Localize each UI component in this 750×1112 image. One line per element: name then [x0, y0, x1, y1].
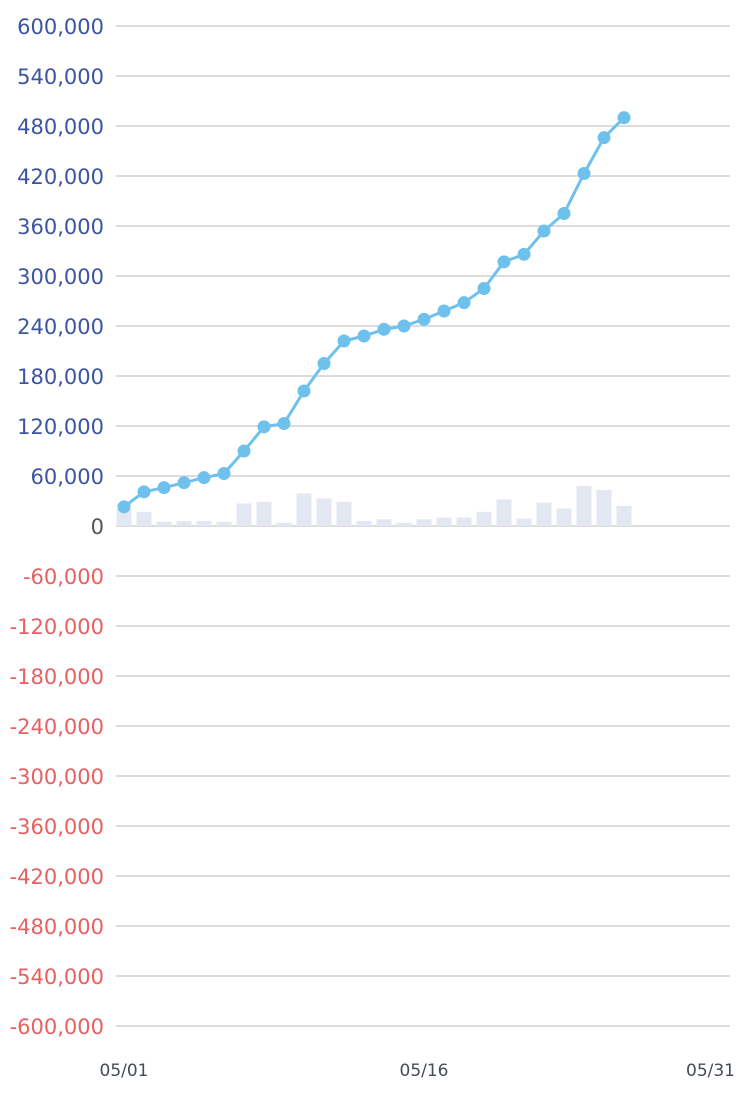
- bar: [576, 486, 592, 526]
- bar: [396, 522, 412, 526]
- y-tick-label: -240,000: [10, 715, 104, 739]
- bar: [496, 499, 512, 526]
- y-tick-label: 540,000: [17, 65, 104, 89]
- data-point: [357, 329, 371, 343]
- data-point: [217, 467, 231, 480]
- data-point: [297, 384, 311, 398]
- data-point: [497, 255, 511, 269]
- bar: [616, 506, 632, 526]
- bar: [316, 498, 332, 526]
- y-tick-label: -60,000: [23, 565, 104, 589]
- y-tick-label: -480,000: [10, 915, 104, 939]
- data-point: [517, 247, 531, 261]
- data-point: [117, 500, 131, 514]
- bar: [236, 503, 252, 526]
- x-tick-label: 05/16: [400, 1061, 449, 1081]
- y-tick-label: -420,000: [10, 865, 104, 889]
- bar: [336, 501, 352, 526]
- y-tick-label: 420,000: [17, 165, 104, 189]
- y-tick-label: 360,000: [17, 215, 104, 239]
- data-point: [257, 420, 271, 434]
- bar: [276, 522, 292, 526]
- bar-series: [116, 486, 632, 526]
- bar: [556, 508, 572, 526]
- data-point: [457, 296, 471, 310]
- y-tick-label: 0: [91, 515, 104, 539]
- data-point: [417, 312, 431, 326]
- bar: [356, 521, 372, 526]
- bar: [596, 490, 612, 526]
- bar: [256, 501, 272, 526]
- data-point: [137, 485, 151, 499]
- data-point: [277, 417, 291, 430]
- data-point: [397, 319, 411, 333]
- y-tick-label: 60,000: [31, 465, 104, 489]
- y-tick-label: 600,000: [17, 15, 104, 39]
- bar: [136, 511, 152, 526]
- bar: [436, 517, 452, 526]
- x-tick-label: 05/01: [100, 1061, 149, 1081]
- y-tick-label: -600,000: [10, 1015, 104, 1039]
- data-point: [597, 131, 611, 145]
- line-series: [117, 111, 631, 514]
- data-point: [577, 167, 591, 180]
- data-point: [537, 224, 551, 238]
- bar: [376, 519, 392, 526]
- y-tick-label: -540,000: [10, 965, 104, 989]
- data-point: [557, 207, 571, 220]
- x-tick-label: 05/31: [686, 1061, 735, 1081]
- data-point: [157, 481, 171, 495]
- y-tick-label: 480,000: [17, 115, 104, 139]
- bar: [476, 511, 492, 526]
- bar: [116, 509, 132, 526]
- y-tick-label: 240,000: [17, 315, 104, 339]
- y-axis-ticks: 600,000 540,000 480,000 420,000 360,000 300,0…: [10, 15, 104, 1039]
- bar: [196, 521, 212, 526]
- bar: [516, 518, 532, 526]
- data-point: [177, 476, 191, 490]
- bar: [156, 521, 172, 526]
- y-tick-label: -120,000: [10, 615, 104, 639]
- bar: [456, 517, 472, 526]
- y-tick-label: 120,000: [17, 415, 104, 439]
- y-tick-label: 180,000: [17, 365, 104, 389]
- bar: [416, 519, 432, 526]
- data-point: [617, 111, 631, 125]
- data-point: [437, 304, 451, 318]
- y-tick-label: -180,000: [10, 665, 104, 689]
- y-tick-label: 300,000: [17, 265, 104, 289]
- y-tick-label: -360,000: [10, 815, 104, 839]
- bar: [176, 521, 192, 526]
- bar: [536, 502, 552, 526]
- data-point: [197, 471, 211, 485]
- bar: [296, 493, 312, 526]
- data-point: [477, 282, 491, 295]
- x-axis-ticks: 05/01 05/16 05/31: [100, 1061, 736, 1081]
- bar: [216, 521, 232, 526]
- data-point: [317, 357, 331, 370]
- data-point: [337, 334, 351, 348]
- y-tick-label: -300,000: [10, 765, 104, 789]
- data-point: [237, 444, 251, 458]
- data-point: [377, 322, 391, 336]
